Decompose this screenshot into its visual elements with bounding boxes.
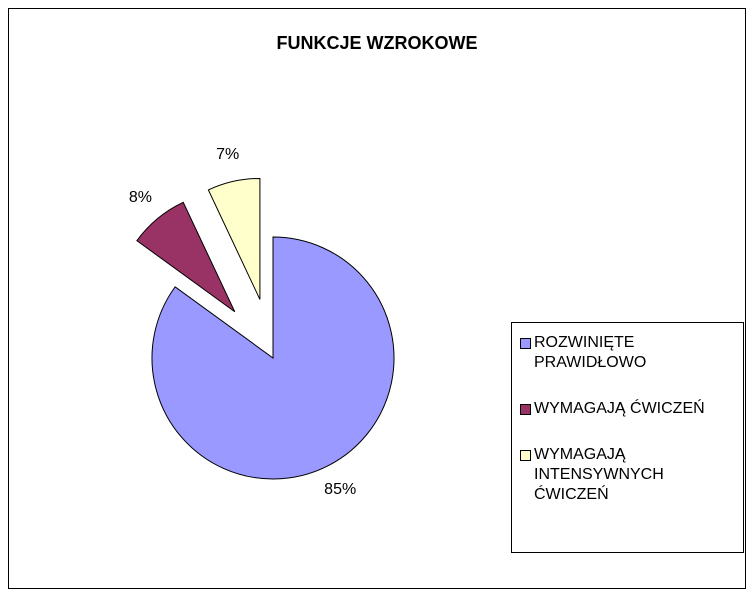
data-label: 85% [324, 481, 356, 498]
legend-swatch [520, 404, 531, 415]
legend-entry: WYMAGAJĄ INTENSYWNYCH ĆWICZEŃ [520, 445, 737, 505]
pie-slice [136, 201, 236, 313]
data-label: 7% [216, 146, 239, 163]
legend: ROZWINIĘTE PRAWIDŁOWO WYMAGAJĄ ĆWICZEŃ WYM… [511, 322, 744, 553]
pie-slice [151, 236, 395, 480]
chart-title: FUNKCJE WZROKOWE [277, 33, 478, 53]
legend-label: ROZWINIĘTE PRAWIDŁOWO [534, 334, 647, 371]
legend-entry: WYMAGAJĄ ĆWICZEŃ [520, 399, 737, 419]
legend-label: WYMAGAJĄ INTENSYWNYCH ĆWICZEŃ [534, 446, 664, 503]
legend-swatch [520, 338, 531, 349]
data-label: 8% [129, 189, 152, 206]
legend-swatch [520, 450, 531, 461]
legend-entry: ROZWINIĘTE PRAWIDŁOWO [520, 333, 737, 373]
legend-label: WYMAGAJĄ ĆWICZEŃ [534, 400, 705, 417]
pie-slice [207, 177, 261, 300]
